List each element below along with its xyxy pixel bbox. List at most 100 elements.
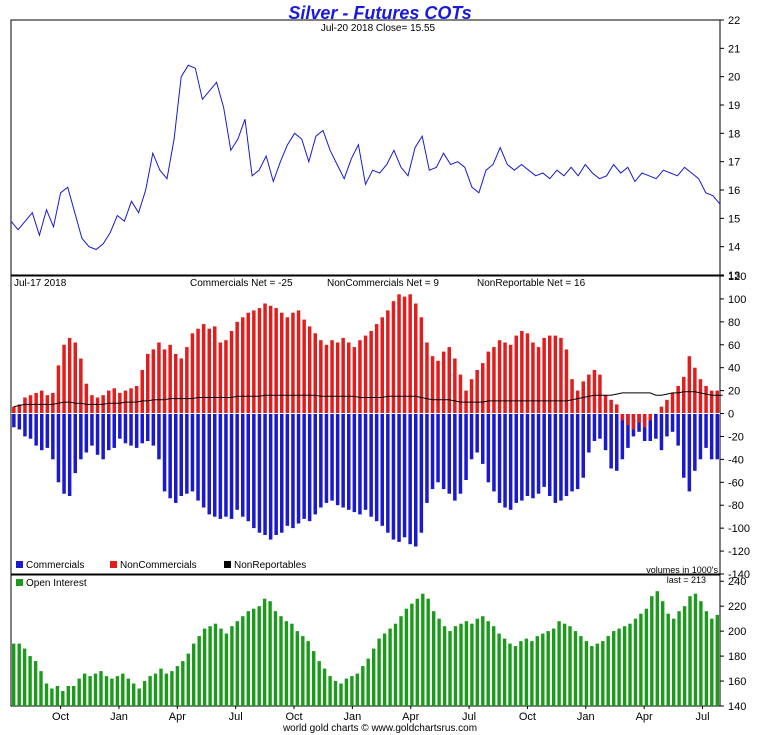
- net-y-tick-label: 0: [728, 409, 734, 421]
- noncommercials-bar: [274, 308, 278, 414]
- noncommercials-bar: [257, 308, 262, 414]
- noncommercials-bar: [481, 363, 485, 414]
- commercials-bar: [693, 413, 697, 471]
- net-y-tick-label: 100: [728, 294, 746, 306]
- noncommercials-bar: [615, 404, 619, 414]
- commercials-bar: [185, 413, 189, 494]
- noncommercials-bar: [453, 358, 457, 414]
- net-y-tick-label: 80: [728, 317, 740, 329]
- noncommercials-bar: [335, 342, 340, 414]
- commercials-bar: [553, 413, 558, 503]
- noncommercials-bar: [330, 340, 334, 414]
- noncommercials-bar: [369, 331, 373, 414]
- commercials-bar: [291, 413, 295, 529]
- open-interest-bar: [541, 633, 545, 706]
- noncommercials-bar: [213, 326, 217, 414]
- oi-legend-label: Open Interest: [26, 578, 87, 589]
- open-interest-bar: [301, 636, 305, 706]
- commercials-bar: [548, 413, 552, 496]
- commercials-bar: [274, 413, 278, 535]
- open-interest-bar: [273, 611, 278, 706]
- commercials-bar: [453, 413, 457, 501]
- open-interest-bar: [595, 643, 599, 706]
- price-line: [10, 64, 721, 251]
- noncommercials-bar: [62, 344, 66, 414]
- open-interest-bar: [590, 646, 594, 706]
- noncommercials-bar: [626, 413, 630, 425]
- open-interest-bar: [442, 626, 447, 706]
- noncommercials-bar: [704, 386, 708, 414]
- noncommercials-bar: [363, 335, 368, 414]
- open-interest-bar: [115, 676, 120, 706]
- x-tick-label: Jul: [695, 711, 709, 723]
- open-interest-bar: [317, 661, 321, 706]
- commercials-bar: [168, 413, 172, 499]
- commercials-bar: [241, 413, 245, 517]
- noncommercials-bar: [397, 294, 401, 414]
- net-legend-swatch-1: [110, 561, 117, 568]
- open-interest-bar: [295, 631, 299, 706]
- open-interest-bar: [464, 621, 469, 706]
- noncommercials-bar: [79, 358, 83, 414]
- noncommercials-bar: [598, 374, 602, 414]
- open-interest-bar: [606, 636, 610, 706]
- net-y-tick-label: -60: [728, 477, 744, 489]
- commercials-bar: [575, 413, 580, 490]
- commercials-bar: [704, 413, 708, 448]
- x-tick-label: Jul: [462, 711, 476, 723]
- open-interest-bar: [557, 621, 561, 706]
- open-interest-bar: [77, 678, 81, 706]
- open-interest-bar: [546, 631, 550, 706]
- open-interest-bar: [481, 616, 485, 706]
- open-interest-bar: [628, 623, 632, 706]
- commercials-bar: [531, 413, 535, 499]
- open-interest-bar: [710, 618, 714, 706]
- commercials-bar: [609, 413, 613, 469]
- open-interest-bar: [366, 658, 370, 706]
- open-interest-bar: [568, 626, 572, 706]
- noncommercials-bar: [12, 406, 16, 414]
- open-interest-bar: [12, 643, 16, 706]
- commercials-bar: [397, 413, 401, 542]
- commercials-bar: [285, 413, 290, 526]
- commercials-bar: [224, 413, 228, 517]
- open-interest-bar: [235, 621, 239, 706]
- commercials-bar: [280, 413, 284, 533]
- noncommercials-bar: [559, 337, 563, 414]
- open-interest-bar: [393, 623, 398, 706]
- open-interest-bar: [39, 671, 43, 706]
- noncommercials-bar: [201, 324, 206, 414]
- open-interest-bar: [633, 618, 638, 706]
- commercials-bar: [95, 413, 100, 455]
- noncommercials-bar: [352, 347, 357, 414]
- noncommercials-bar: [709, 390, 714, 414]
- noncommercials-bar: [185, 347, 189, 414]
- open-interest-bar: [502, 638, 507, 706]
- net-legend-swatch-0: [16, 561, 23, 568]
- noncommercials-bar: [235, 321, 239, 414]
- commercials-bar: [218, 413, 223, 519]
- open-interest-bar: [333, 681, 338, 706]
- net-panel-date: Jul-17 2018: [14, 278, 67, 289]
- commercials-bar: [503, 413, 507, 508]
- commercials-bar: [257, 413, 262, 533]
- commercials-bar: [201, 413, 206, 508]
- open-interest-bar: [682, 606, 687, 706]
- noncommercials-bar: [229, 331, 234, 414]
- open-interest-bar: [186, 653, 190, 706]
- commercials-bar: [687, 413, 692, 492]
- commercials-bar: [386, 413, 390, 533]
- commercials-bar: [670, 413, 675, 432]
- noncommercials-bar: [146, 353, 150, 414]
- commercials-bar: [402, 413, 407, 538]
- open-interest-bar: [535, 636, 539, 706]
- noncommercials-bar: [302, 319, 306, 414]
- net-panel-frame: [10, 275, 721, 575]
- noncommercials-bar: [207, 328, 211, 414]
- open-interest-bar: [202, 628, 207, 706]
- commercials-bar: [307, 413, 312, 522]
- open-interest-bar: [688, 596, 692, 706]
- commercials-bar: [514, 413, 518, 503]
- open-interest-bar: [219, 628, 223, 706]
- commercials-bar: [542, 413, 546, 487]
